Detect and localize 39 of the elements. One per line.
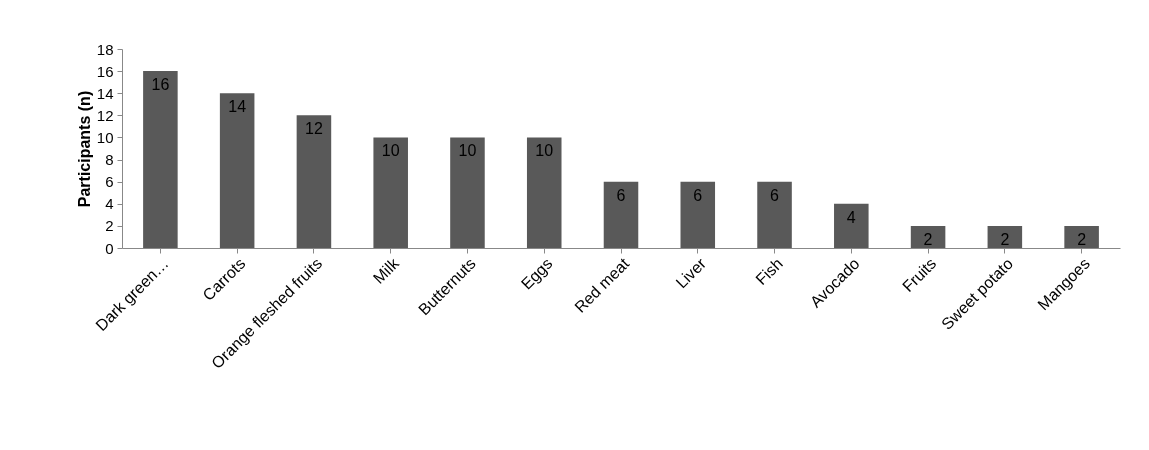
bar [526, 137, 562, 248]
y-tick-label: 4 [105, 195, 114, 213]
bar [143, 71, 178, 248]
bar [373, 137, 408, 248]
data-label: 6 [770, 186, 780, 204]
data-label: 6 [693, 186, 703, 204]
data-label: 2 [1077, 230, 1087, 248]
bar [680, 181, 716, 248]
bar [757, 181, 792, 248]
x-tick-label: Fish [752, 254, 786, 289]
bar [910, 225, 946, 248]
y-tick-label: 10 [96, 128, 114, 146]
y-tick-label: 0 [105, 239, 114, 257]
bar [987, 225, 1023, 248]
y-tick-label: 6 [105, 173, 114, 191]
x-tick-label: Milk [369, 254, 403, 287]
y-tick-label: 8 [105, 151, 114, 169]
y-tick-label: 16 [96, 62, 114, 80]
data-label: 6 [616, 186, 626, 204]
y-tick-label: 18 [96, 40, 114, 58]
data-label: 2 [1000, 230, 1010, 248]
y-tick-label: 2 [105, 217, 114, 235]
data-label: 4 [846, 208, 856, 226]
y-tick-label: 14 [96, 84, 114, 102]
bar [1064, 225, 1099, 248]
data-label: 16 [151, 76, 170, 94]
y-tick-label: 12 [96, 106, 114, 124]
bar [834, 203, 869, 248]
data-label: 10 [535, 142, 554, 160]
bar [296, 115, 332, 248]
data-label: 10 [458, 142, 477, 160]
y-axis-title: Participants (n) [75, 90, 93, 208]
data-label: 12 [305, 120, 323, 138]
data-label: 2 [923, 230, 933, 248]
data-label: 10 [381, 142, 400, 160]
bar [450, 137, 485, 248]
bar [219, 93, 255, 248]
data-label: 14 [228, 98, 247, 116]
bar [603, 181, 639, 248]
